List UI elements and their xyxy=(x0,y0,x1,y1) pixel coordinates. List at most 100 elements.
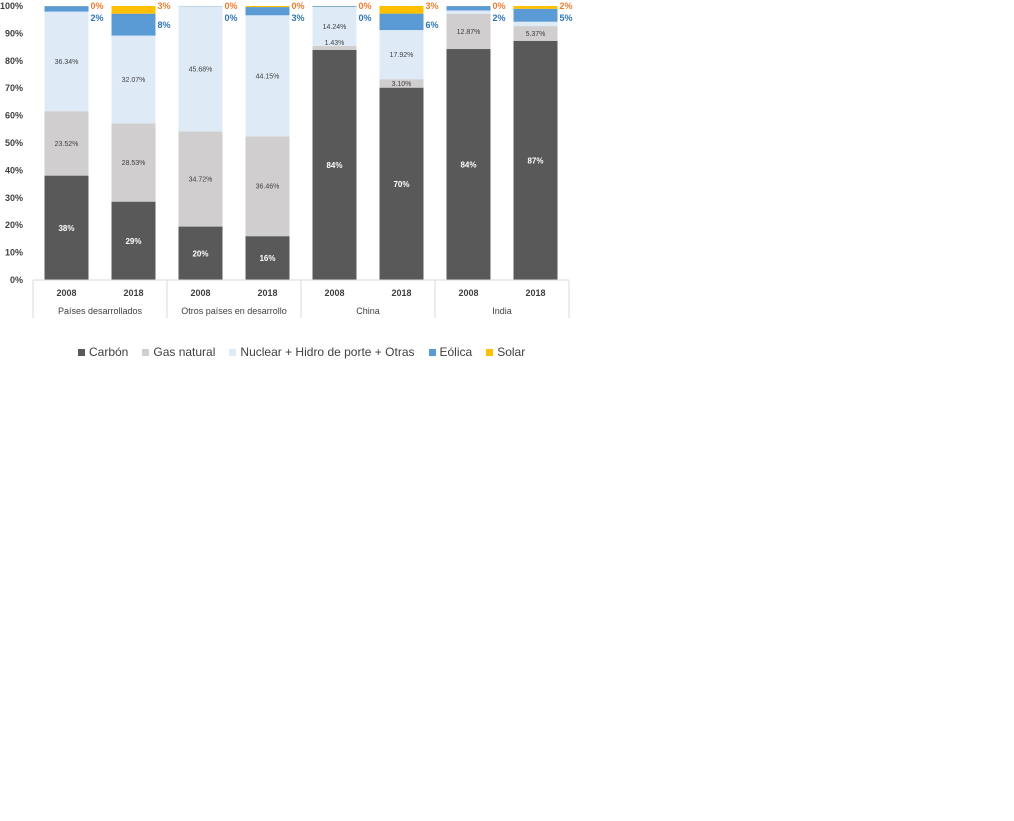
legend-label: Gas natural xyxy=(153,345,216,359)
bar-segment xyxy=(379,79,424,88)
data-label: 34.72% xyxy=(189,177,213,184)
data-label: 29% xyxy=(125,237,141,246)
bar-segment xyxy=(245,6,290,8)
legend: Carbón Gas natural Nuclear + Hidro de port… xyxy=(78,345,525,359)
data-label: 32.07% xyxy=(122,77,146,84)
x-group-label: China xyxy=(356,306,380,316)
y-tick-label: 30% xyxy=(5,193,23,203)
bar-segment xyxy=(178,226,223,280)
legend-label: Nuclear + Hidro de porte + Otras xyxy=(240,345,415,359)
bars xyxy=(44,5,558,281)
bar-segment xyxy=(379,6,424,14)
data-label: 70% xyxy=(393,180,409,189)
bar-segment xyxy=(178,131,223,227)
bar-segment xyxy=(379,87,424,280)
legend-swatch xyxy=(486,348,494,356)
bar-segment xyxy=(513,26,558,41)
data-label: 0% xyxy=(493,1,506,11)
data-label: 8% xyxy=(158,20,171,30)
data-label: 0% xyxy=(225,1,238,11)
legend-swatch xyxy=(142,348,150,356)
data-label: 5.37% xyxy=(526,31,546,38)
bar-segment xyxy=(446,6,491,11)
data-label: 6% xyxy=(426,20,439,30)
data-label: 5% xyxy=(560,13,573,23)
x-tick-label: 2018 xyxy=(391,288,411,298)
bar-segment xyxy=(44,111,89,176)
data-label: 0% xyxy=(91,1,104,11)
data-label: 44.15% xyxy=(256,73,280,80)
bar-segment xyxy=(178,6,223,132)
x-tick-label: 2008 xyxy=(324,288,344,298)
bar-segment xyxy=(446,10,491,14)
bar-segment xyxy=(245,236,290,280)
legend-label: Eólica xyxy=(439,345,473,359)
data-label: 0% xyxy=(359,13,372,23)
y-axis: 0% 10% 20% 30% 40% 50% 60% 70% 80% 90% 100% xyxy=(0,1,23,285)
bar-segment xyxy=(379,13,424,31)
data-label: 14.24% xyxy=(323,24,347,31)
bar-segment xyxy=(513,8,558,22)
bar-segment xyxy=(312,45,357,50)
bar-segment xyxy=(312,6,357,46)
x-tick-label: 2018 xyxy=(525,288,545,298)
data-label: 0% xyxy=(292,1,305,11)
data-label: 0% xyxy=(225,13,238,23)
data-label: 3% xyxy=(158,1,171,11)
y-tick-label: 0% xyxy=(10,275,23,285)
data-label: 2% xyxy=(493,13,506,23)
y-tick-label: 80% xyxy=(5,56,23,66)
bar-segment xyxy=(513,40,558,280)
data-label: 84% xyxy=(460,161,476,170)
data-label: 36.46% xyxy=(256,184,280,191)
bar-segment xyxy=(513,21,558,27)
legend-item: Solar xyxy=(486,345,525,359)
bar-segment xyxy=(245,7,290,16)
legend-label: Carbón xyxy=(89,345,129,359)
bar-segment xyxy=(446,13,491,50)
bar-segment xyxy=(379,30,424,80)
data-label: 23.52% xyxy=(55,141,79,148)
data-label: 3% xyxy=(426,1,439,11)
data-label: 17.92% xyxy=(390,52,414,59)
bar-segment xyxy=(312,6,357,7)
bar-segment xyxy=(312,49,357,281)
x-axis: 2008 2018 2008 2018 2008 2018 2008 2018 Países d… xyxy=(32,279,570,318)
y-tick-label: 90% xyxy=(5,28,23,38)
x-group-label: Otros países en desarrollo xyxy=(181,306,287,316)
data-labels: 38% 23.52% 36.34% 2% 0% 29% 28.53% 32.07% 8% 3% 20… xyxy=(55,1,573,263)
bar-segment xyxy=(245,15,290,137)
stacked-bar-chart: 0% 10% 20% 30% 40% 50% 60% 70% 80% 90% 100% 38% 23.… xyxy=(0,1,573,318)
y-tick-label: 70% xyxy=(5,83,23,93)
data-label: 3.10% xyxy=(392,81,412,88)
legend-swatch xyxy=(229,348,237,356)
bar-segment xyxy=(44,6,89,12)
data-label: 87% xyxy=(527,156,543,165)
y-tick-label: 100% xyxy=(0,1,23,11)
x-group-label: Países desarrollados xyxy=(58,306,143,316)
x-tick-label: 2008 xyxy=(458,288,478,298)
legend-label: Solar xyxy=(497,345,526,359)
y-tick-label: 20% xyxy=(5,220,23,230)
bar-segment xyxy=(111,6,156,14)
x-tick-label: 2018 xyxy=(123,288,143,298)
data-label: 28.53% xyxy=(122,160,146,167)
y-tick-label: 10% xyxy=(5,248,23,258)
x-tick-label: 2008 xyxy=(56,288,76,298)
data-label: 2% xyxy=(560,1,573,11)
legend-item: Carbón xyxy=(78,345,128,359)
data-label: 3% xyxy=(292,13,305,23)
data-label: 84% xyxy=(326,161,342,170)
data-label: 45.68% xyxy=(189,66,213,73)
bar-segment xyxy=(111,35,156,124)
data-label: 36.34% xyxy=(55,59,79,66)
bar-segment xyxy=(111,13,156,36)
data-label: 12.87% xyxy=(457,29,481,36)
data-label: 0% xyxy=(359,1,372,11)
data-label: 38% xyxy=(58,224,74,233)
bar-segment xyxy=(513,6,558,9)
legend-swatch xyxy=(78,348,85,356)
y-tick-label: 60% xyxy=(5,111,23,121)
data-label: 20% xyxy=(192,249,208,258)
data-label: 16% xyxy=(259,254,275,263)
